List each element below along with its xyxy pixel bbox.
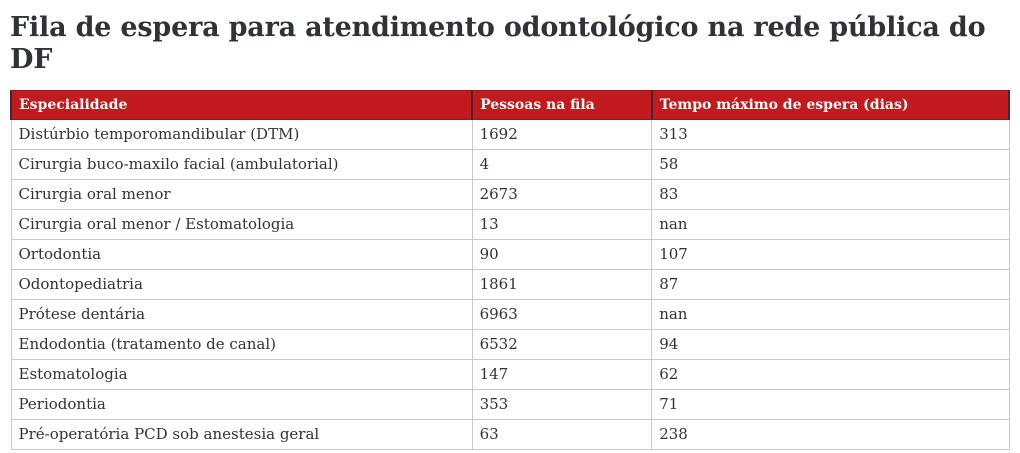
cell-especialidade: Distúrbio temporomandibular (DTM): [10, 119, 473, 150]
table-row: Periodontia 353 71: [10, 389, 1010, 420]
cell-tempo-maximo: 71: [651, 389, 1010, 420]
cell-especialidade: Prótese dentária: [10, 299, 473, 330]
table-row: Endodontia (tratamento de canal) 6532 94: [10, 329, 1010, 360]
waiting-list-table: Especialidade Pessoas na fila Tempo máxi…: [9, 90, 1011, 450]
cell-tempo-maximo: 87: [651, 269, 1010, 300]
cell-especialidade: Odontopediatria: [10, 269, 473, 300]
table-row: Cirurgia oral menor 2673 83: [10, 179, 1010, 210]
cell-especialidade: Cirurgia buco-maxilo facial (ambulatoria…: [10, 149, 473, 180]
table-header: Especialidade Pessoas na fila Tempo máxi…: [9, 90, 1011, 120]
column-header-pessoas-na-fila: Pessoas na fila: [471, 90, 653, 120]
cell-pessoas-na-fila: 4: [471, 149, 653, 180]
table-row: Distúrbio temporomandibular (DTM) 1692 3…: [10, 119, 1010, 150]
cell-pessoas-na-fila: 6532: [471, 329, 653, 360]
column-header-especialidade: Especialidade: [9, 90, 474, 120]
cell-tempo-maximo: nan: [651, 299, 1010, 330]
cell-tempo-maximo: nan: [651, 209, 1010, 240]
table-row: Odontopediatria 1861 87: [10, 269, 1010, 300]
cell-pessoas-na-fila: 2673: [471, 179, 653, 210]
page-title: Fila de espera para atendimento odontoló…: [10, 12, 986, 75]
cell-especialidade: Pré-operatória PCD sob anestesia geral: [10, 419, 473, 450]
cell-pessoas-na-fila: 6963: [471, 299, 653, 330]
cell-pessoas-na-fila: 1861: [471, 269, 653, 300]
table-row: Estomatologia 147 62: [10, 359, 1010, 390]
cell-pessoas-na-fila: 63: [471, 419, 653, 450]
cell-tempo-maximo: 313: [651, 119, 1010, 150]
cell-especialidade: Cirurgia oral menor: [10, 179, 473, 210]
cell-tempo-maximo: 83: [651, 179, 1010, 210]
cell-tempo-maximo: 107: [651, 239, 1010, 270]
table-row: Prótese dentária 6963 nan: [10, 299, 1010, 330]
cell-especialidade: Periodontia: [10, 389, 473, 420]
table-body: Distúrbio temporomandibular (DTM) 1692 3…: [10, 119, 1010, 450]
table-row: Cirurgia oral menor / Estomatologia 13 n…: [10, 209, 1010, 240]
cell-tempo-maximo: 238: [651, 419, 1010, 450]
table-row: Cirurgia buco-maxilo facial (ambulatoria…: [10, 149, 1010, 180]
cell-pessoas-na-fila: 353: [471, 389, 653, 420]
table-row: Pré-operatória PCD sob anestesia geral 6…: [10, 419, 1010, 450]
cell-pessoas-na-fila: 1692: [471, 119, 653, 150]
cell-tempo-maximo: 58: [651, 149, 1010, 180]
cell-especialidade: Ortodontia: [10, 239, 473, 270]
cell-pessoas-na-fila: 147: [471, 359, 653, 390]
cell-pessoas-na-fila: 13: [471, 209, 653, 240]
cell-pessoas-na-fila: 90: [471, 239, 653, 270]
cell-especialidade: Endodontia (tratamento de canal): [10, 329, 473, 360]
header-row: Especialidade Pessoas na fila Tempo máxi…: [9, 90, 1011, 120]
cell-tempo-maximo: 62: [651, 359, 1010, 390]
cell-tempo-maximo: 94: [651, 329, 1010, 360]
table-row: Ortodontia 90 107: [10, 239, 1010, 270]
cell-especialidade: Cirurgia oral menor / Estomatologia: [10, 209, 473, 240]
column-header-tempo-maximo-espera: Tempo máximo de espera (dias): [650, 90, 1011, 120]
cell-especialidade: Estomatologia: [10, 359, 473, 390]
